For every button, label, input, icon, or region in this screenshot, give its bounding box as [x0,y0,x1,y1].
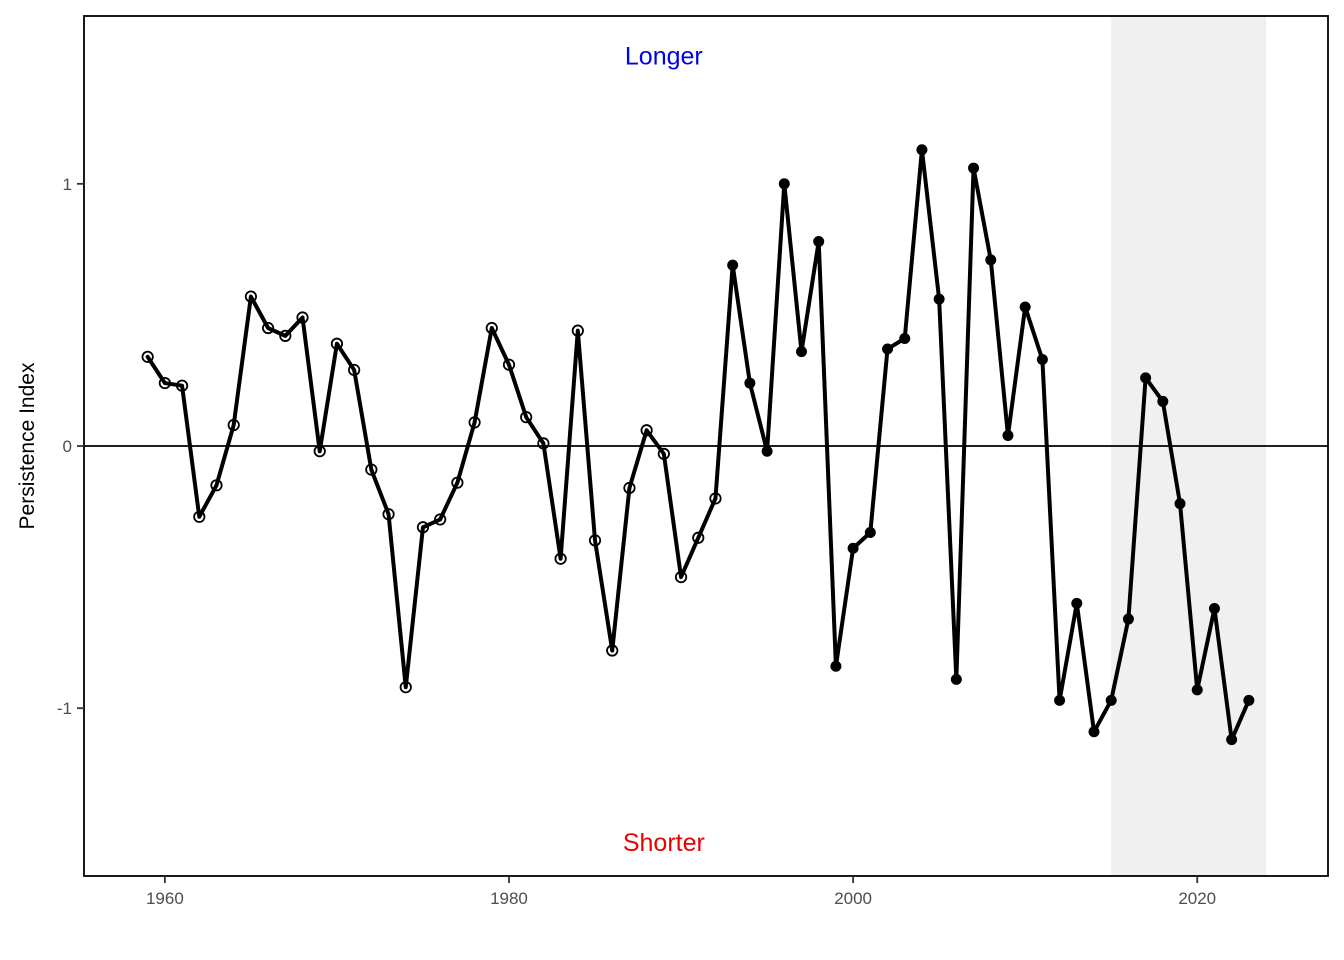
data-point-1978 [468,416,481,429]
data-point-1959 [141,350,154,363]
data-point-2015 [1105,694,1117,706]
y-axis: -1 0 1 [57,175,84,718]
data-point-1975 [416,521,430,534]
data-point-2014 [1088,726,1100,738]
data-point-1987 [623,481,636,495]
data-point-1996 [778,178,790,190]
data-point-1980 [502,358,516,371]
data-point-1994 [744,377,756,389]
data-point-1989 [657,447,670,460]
data-point-1977 [451,476,464,489]
data-point-2009 [1002,430,1014,442]
data-point-1995 [761,445,773,457]
data-points [141,144,1255,746]
data-point-1986 [606,644,619,657]
data-point-1973 [382,508,395,521]
data-point-1982 [537,437,550,450]
annotations: Longer Shorter [623,42,705,857]
x-axis: 1960 1980 2000 2020 [146,876,1216,908]
data-point-1984 [571,324,584,337]
data-point-2018 [1157,395,1169,407]
data-point-1991 [692,531,705,544]
data-point-2011 [1036,353,1048,365]
data-point-1962 [193,510,206,523]
x-tick-label-2000: 2000 [834,889,872,908]
data-point-1963 [210,479,223,492]
x-tick-label-1980: 1980 [490,889,528,908]
data-point-1971 [348,363,361,377]
data-point-2001 [864,527,876,539]
data-point-2019 [1174,498,1186,510]
data-point-2008 [985,254,997,266]
data-point-2004 [916,144,928,156]
data-point-1998 [813,235,825,247]
data-point-1970 [330,337,344,350]
data-point-1992 [709,492,722,505]
data-point-2016 [1122,613,1134,625]
data-point-1961 [175,379,189,392]
data-point-2003 [899,333,911,344]
data-point-1966 [262,321,275,335]
data-point-2010 [1019,301,1031,313]
data-point-1974 [399,681,412,694]
y-axis-title: Persistence Index [16,362,39,529]
data-point-1960 [158,376,171,390]
annotation-shorter: Shorter [623,829,705,857]
data-point-1964 [227,418,240,432]
data-point-1981 [520,411,533,424]
data-point-2002 [882,343,894,355]
data-point-1968 [296,311,309,324]
data-point-1979 [485,321,498,335]
y-tick-label-0: 0 [63,437,72,456]
data-point-1976 [434,513,447,526]
data-point-1993 [727,259,739,271]
data-point-2020 [1191,684,1203,696]
data-point-2000 [847,542,859,554]
annotation-longer: Longer [625,42,703,70]
data-point-2022 [1226,734,1238,746]
data-point-1969 [313,445,326,458]
data-point-1999 [830,660,842,672]
data-point-1988 [640,424,653,437]
data-point-2013 [1071,597,1083,609]
data-point-2007 [968,162,980,174]
persistence-series-line [145,147,1251,742]
data-point-2012 [1054,694,1066,706]
data-point-1967 [279,329,292,342]
x-tick-label-2020: 2020 [1178,889,1216,908]
data-point-2017 [1140,372,1152,384]
data-point-1972 [365,463,378,476]
data-point-1997 [795,346,807,358]
data-point-2006 [950,673,962,685]
y-tick-label-1: 1 [63,175,72,194]
x-tick-label-1960: 1960 [146,889,184,908]
data-point-1990 [674,570,688,584]
data-point-2005 [933,293,945,305]
data-point-1983 [554,552,567,565]
data-point-1965 [244,290,257,303]
data-point-2021 [1208,603,1220,615]
data-point-2023 [1243,694,1255,706]
data-point-1985 [588,534,602,547]
y-tick-label--1: -1 [57,699,72,718]
